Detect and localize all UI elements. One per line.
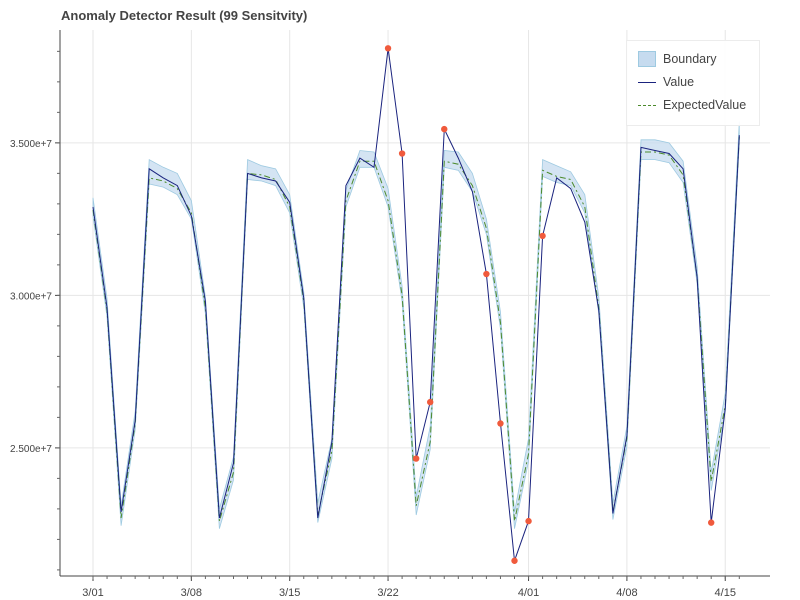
anomaly-point: [497, 420, 504, 427]
x-tick-label: 4/15: [715, 587, 736, 599]
expected-value-series: [92, 136, 740, 522]
legend-label-boundary: Boundary: [663, 52, 717, 66]
x-axis-ticks: 3/01 3/08 3/15 3/22 4/01 4/08 4/15: [82, 576, 740, 599]
legend-label-expected-value: ExpectedValue: [663, 98, 747, 112]
legend-item-expected-value[interactable]: ExpectedValue: [637, 95, 746, 115]
x-tick-label: 4/08: [616, 587, 637, 599]
anomaly-point: [427, 398, 434, 406]
y-axis-ticks: 2.500e+7 3.000e+7 3.500e+7: [10, 50, 60, 571]
chart-title: Anomaly Detector Result (99 Sensitvity): [61, 8, 308, 23]
expected-value-swatch: [638, 104, 656, 106]
y-tick-label: 3.000e+7: [10, 291, 52, 302]
anomaly-point: [398, 150, 406, 157]
x-tick-label: 4/01: [518, 587, 539, 599]
y-tick-label: 2.500e+7: [10, 444, 52, 455]
legend-item-boundary[interactable]: Boundary: [637, 49, 717, 69]
grid: [60, 30, 770, 576]
anomaly-markers: [384, 45, 715, 564]
anomaly-point: [441, 125, 448, 133]
x-tick-label: 3/22: [377, 587, 398, 599]
boundary-band: [92, 121, 740, 529]
x-tick-label: 3/01: [82, 587, 103, 599]
anomaly-point: [412, 455, 420, 462]
anomaly-point: [525, 517, 532, 525]
x-tick-label: 3/15: [279, 587, 300, 599]
anomaly-point: [384, 45, 392, 52]
anomaly-point: [483, 270, 490, 278]
anomaly-point: [708, 519, 715, 526]
anomaly-point: [539, 232, 546, 240]
legend-item-value[interactable]: Value: [637, 72, 694, 92]
x-tick-label: 3/08: [181, 587, 202, 599]
anomaly-point: [511, 557, 518, 564]
boundary-swatch: [638, 51, 656, 67]
boundary-area: [92, 121, 740, 529]
legend: Boundary Value ExpectedValue: [626, 40, 760, 126]
y-tick-label: 3.500e+7: [10, 139, 52, 150]
expected-value-line: [92, 136, 740, 522]
legend-label-value: Value: [663, 75, 695, 89]
axes: [59, 30, 770, 577]
value-swatch: [638, 81, 656, 83]
